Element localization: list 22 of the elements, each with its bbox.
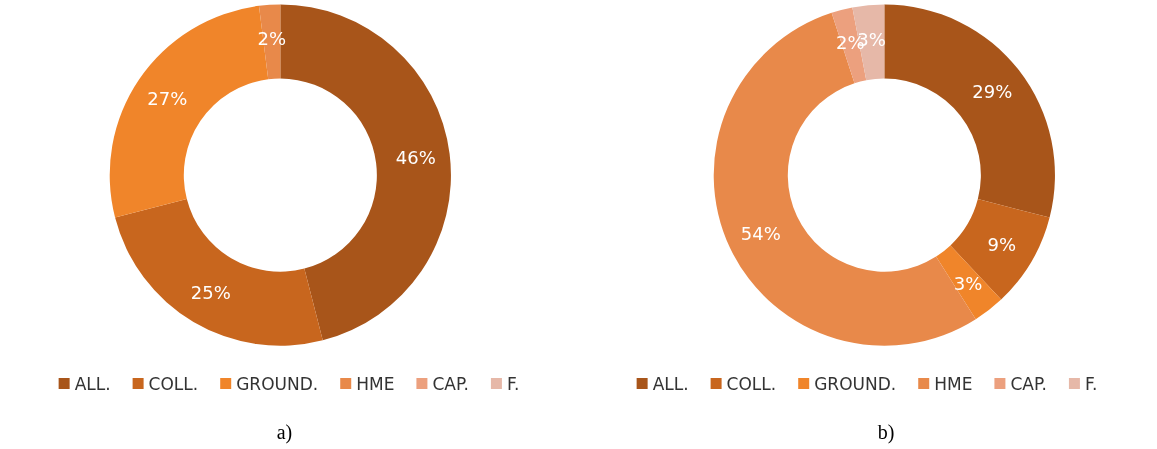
legend-label: ALL. (74, 373, 111, 394)
data-label: 3% (953, 272, 983, 294)
legend-label: COLL. (148, 373, 199, 394)
legend-label: HME (934, 373, 973, 394)
data-label: 25% (190, 282, 231, 304)
legend-label: HME (356, 373, 395, 394)
data-label: 2% (257, 28, 287, 50)
text: b) (877, 421, 895, 444)
legend-label: ALL. (652, 373, 689, 394)
legend-label: CAP. (432, 373, 469, 394)
data-label: 27% (147, 87, 188, 109)
legend-label: GROUND. (814, 373, 897, 394)
legend-label: F. (506, 373, 520, 394)
legend-label: COLL. (726, 373, 777, 394)
data-label: 29% (972, 80, 1013, 102)
legend-label: GROUND. (236, 373, 319, 394)
data-label: 46% (395, 147, 436, 169)
legend-label: F. (1084, 373, 1098, 394)
data-label: 54% (740, 222, 781, 244)
legend-label: CAP. (1010, 373, 1047, 394)
data-label: 9% (987, 234, 1017, 256)
text: a) (276, 421, 293, 444)
